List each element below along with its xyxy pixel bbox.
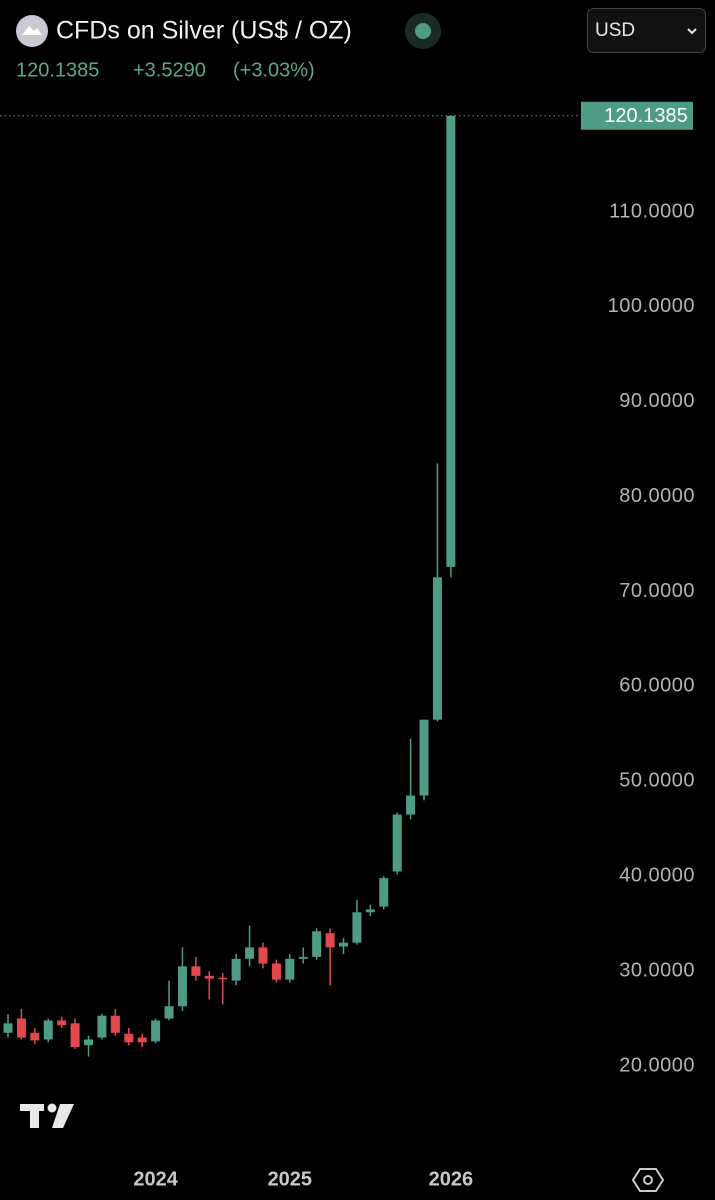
candle-body bbox=[231, 958, 241, 981]
currency-label[interactable]: USD bbox=[595, 20, 635, 41]
settings-button[interactable] bbox=[631, 1168, 665, 1192]
candle-body bbox=[110, 1015, 120, 1033]
candle-body bbox=[245, 947, 255, 959]
candle-body bbox=[379, 878, 389, 907]
y-tick-label: 20.0000 bbox=[619, 1054, 695, 1076]
candle-body bbox=[406, 795, 416, 815]
y-tick-label: 90.0000 bbox=[619, 390, 695, 412]
candle-body bbox=[325, 933, 335, 948]
symbol-title: CFDs on Silver (US$ / OZ) bbox=[56, 17, 352, 45]
market-status bbox=[415, 23, 431, 39]
y-tick-label: 40.0000 bbox=[619, 865, 695, 887]
candle-body bbox=[312, 931, 322, 957]
candle-body bbox=[137, 1037, 147, 1043]
y-tick-label: 80.0000 bbox=[619, 485, 695, 507]
y-tick-label: 60.0000 bbox=[619, 675, 695, 697]
candle-body bbox=[204, 975, 214, 979]
x-tick-label: 2024 bbox=[133, 1168, 178, 1190]
price-change: +3.5290 bbox=[133, 59, 206, 81]
candle-body bbox=[339, 942, 348, 947]
candle-body bbox=[365, 909, 375, 913]
candle-body bbox=[258, 947, 268, 964]
candle-body bbox=[84, 1039, 94, 1046]
candle-body bbox=[218, 977, 228, 980]
candle-body bbox=[271, 963, 281, 980]
price-change-percent: (+3.03%) bbox=[233, 59, 315, 81]
candle-body bbox=[392, 814, 402, 872]
candle-body bbox=[432, 577, 442, 720]
candle-body bbox=[30, 1032, 40, 1041]
candle-body bbox=[16, 1018, 26, 1038]
candle-body bbox=[446, 115, 456, 567]
x-tick-label: 2025 bbox=[268, 1168, 313, 1190]
last-price-tag bbox=[581, 101, 693, 130]
candle-body bbox=[70, 1023, 80, 1048]
currency-select[interactable] bbox=[587, 8, 706, 53]
x-tick-label: 2026 bbox=[429, 1168, 474, 1190]
candle-body bbox=[419, 719, 429, 796]
dropdown-arrow bbox=[687, 28, 697, 35]
candle-body bbox=[191, 966, 201, 976]
candle-body bbox=[298, 956, 308, 959]
candle-body bbox=[177, 966, 187, 1007]
symbol-icon-mark bbox=[22, 26, 42, 35]
last-price-label: 120.1385 bbox=[604, 105, 687, 127]
last-price: 120.1385 bbox=[16, 59, 99, 81]
tradingview-logo bbox=[20, 1103, 74, 1128]
y-tick-label: 100.0000 bbox=[608, 295, 695, 317]
candle-body bbox=[285, 958, 295, 980]
candle-body bbox=[97, 1015, 107, 1038]
settings-icon bbox=[643, 1175, 653, 1185]
y-tick-label: 70.0000 bbox=[619, 580, 695, 602]
y-tick-label: 50.0000 bbox=[619, 770, 695, 792]
y-tick-label: 110.0000 bbox=[609, 200, 695, 222]
candle-body bbox=[164, 1006, 174, 1019]
candle-body bbox=[57, 1020, 67, 1026]
candle-body bbox=[3, 1023, 13, 1033]
candle-body bbox=[124, 1033, 134, 1043]
candle-body bbox=[43, 1020, 53, 1040]
candle-body bbox=[352, 912, 362, 943]
candle-body bbox=[151, 1020, 161, 1042]
y-tick-label: 30.0000 bbox=[619, 959, 695, 981]
